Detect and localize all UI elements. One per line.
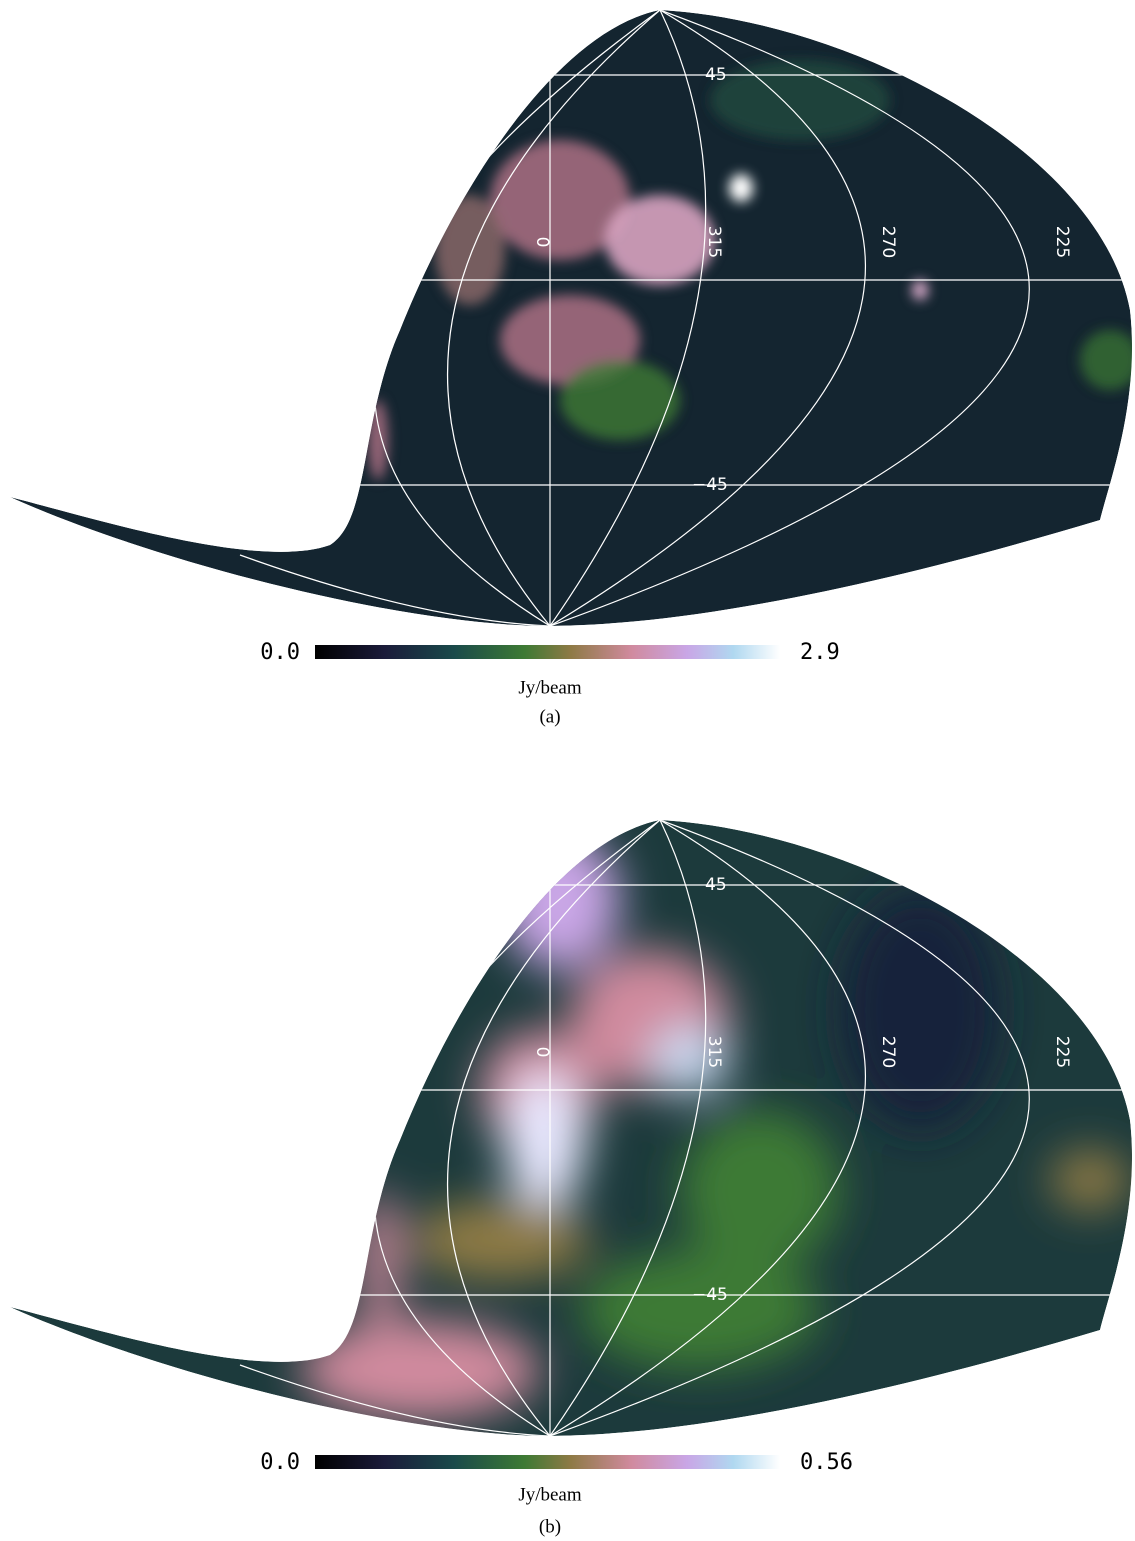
lon-label: 0 <box>532 1047 552 1058</box>
sky-map <box>10 820 1133 1436</box>
lon-label: 315 <box>704 1036 724 1068</box>
sky-map <box>10 10 1133 626</box>
lon-label: 270 <box>878 1036 898 1068</box>
lat-label: −45 <box>692 475 728 495</box>
colorbar-max: 0.56 <box>800 1450 853 1475</box>
lon-label: 0 <box>532 237 552 248</box>
lat-label: −45 <box>692 1285 728 1305</box>
caption: (b) <box>539 1516 561 1537</box>
lat-label: 45 <box>705 65 727 85</box>
colorbar-min: 0.0 <box>260 1450 300 1475</box>
panel-b: 45 −45 0 315 270 225 0.0 0.56 Jy/beam (b… <box>10 820 1133 1537</box>
lon-label: 225 <box>1052 226 1072 258</box>
caption: (a) <box>539 706 560 727</box>
lon-label: 225 <box>1052 1036 1072 1068</box>
graticule <box>239 10 1133 626</box>
colorbar <box>315 1455 780 1469</box>
colorbar-unit: Jy/beam <box>518 677 582 698</box>
colorbar-max: 2.9 <box>800 640 840 665</box>
colorbar-min: 0.0 <box>260 640 300 665</box>
panel-a: 45 −45 0 315 270 225 0.0 2.9 Jy/beam (a) <box>10 10 1133 727</box>
lon-label: 315 <box>704 226 724 258</box>
lat-label: 45 <box>705 875 727 895</box>
colorbar <box>315 645 780 659</box>
lon-label: 270 <box>878 226 898 258</box>
colorbar-unit: Jy/beam <box>518 1484 582 1505</box>
